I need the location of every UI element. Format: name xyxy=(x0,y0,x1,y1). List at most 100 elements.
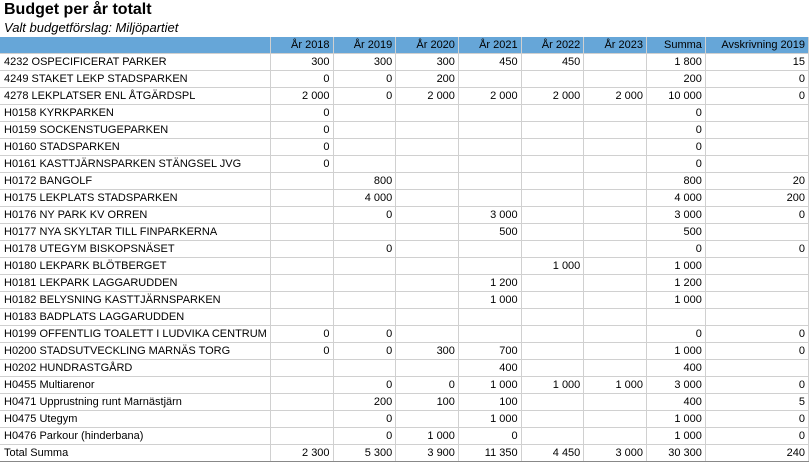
value-cell[interactable] xyxy=(583,240,647,258)
value-cell[interactable]: 700 xyxy=(458,342,522,360)
column-header[interactable]: År 2020 xyxy=(395,37,459,54)
value-cell[interactable] xyxy=(270,189,334,207)
column-header[interactable]: Summa xyxy=(646,37,706,54)
value-cell[interactable]: 0 xyxy=(705,342,809,360)
value-cell[interactable] xyxy=(705,223,809,241)
value-cell[interactable] xyxy=(583,393,647,411)
value-cell[interactable]: 200 xyxy=(646,70,706,88)
value-cell[interactable]: 0 xyxy=(705,240,809,258)
value-cell[interactable]: 200 xyxy=(395,70,459,88)
value-cell[interactable] xyxy=(395,138,459,156)
value-cell[interactable] xyxy=(270,427,334,445)
value-cell[interactable] xyxy=(395,325,459,343)
row-label-cell[interactable]: H0200 STADSUTVECKLING MARNÄS TORG xyxy=(0,342,271,360)
value-cell[interactable]: 400 xyxy=(646,393,706,411)
value-cell[interactable] xyxy=(270,257,334,275)
value-cell[interactable] xyxy=(333,138,397,156)
value-cell[interactable] xyxy=(458,308,522,326)
value-cell[interactable]: 0 xyxy=(705,410,809,428)
value-cell[interactable] xyxy=(458,189,522,207)
value-cell[interactable] xyxy=(521,172,585,190)
value-cell[interactable] xyxy=(395,121,459,139)
value-cell[interactable] xyxy=(333,121,397,139)
value-cell[interactable]: 5 xyxy=(705,393,809,411)
value-cell[interactable] xyxy=(521,325,585,343)
value-cell[interactable] xyxy=(583,257,647,275)
column-header[interactable]: År 2022 xyxy=(521,37,585,54)
value-cell[interactable] xyxy=(333,291,397,309)
value-cell[interactable] xyxy=(705,138,809,156)
value-cell[interactable] xyxy=(521,189,585,207)
value-cell[interactable] xyxy=(395,104,459,122)
value-cell[interactable] xyxy=(521,359,585,377)
value-cell[interactable] xyxy=(583,342,647,360)
value-cell[interactable]: 1 000 xyxy=(646,410,706,428)
value-cell[interactable]: 5 300 xyxy=(333,444,397,462)
value-cell[interactable] xyxy=(395,308,459,326)
value-cell[interactable]: 0 xyxy=(646,138,706,156)
value-cell[interactable]: 1 000 xyxy=(646,257,706,275)
value-cell[interactable] xyxy=(583,206,647,224)
value-cell[interactable]: 100 xyxy=(395,393,459,411)
value-cell[interactable]: 1 000 xyxy=(458,410,522,428)
value-cell[interactable]: 0 xyxy=(705,206,809,224)
value-cell[interactable] xyxy=(521,155,585,173)
value-cell[interactable] xyxy=(395,172,459,190)
value-cell[interactable]: 0 xyxy=(333,240,397,258)
value-cell[interactable]: 450 xyxy=(458,53,522,71)
row-label-cell[interactable]: 4249 STAKET LEKP STADSPARKEN xyxy=(0,70,271,88)
row-label-cell[interactable]: H0176 NY PARK KV ORREN xyxy=(0,206,271,224)
value-cell[interactable] xyxy=(270,274,334,292)
value-cell[interactable] xyxy=(646,308,706,326)
value-cell[interactable] xyxy=(705,257,809,275)
value-cell[interactable]: 0 xyxy=(646,121,706,139)
value-cell[interactable] xyxy=(270,172,334,190)
value-cell[interactable] xyxy=(521,206,585,224)
value-cell[interactable]: 0 xyxy=(395,376,459,394)
value-cell[interactable]: 450 xyxy=(521,53,585,71)
value-cell[interactable]: 3 000 xyxy=(646,206,706,224)
value-cell[interactable]: 1 000 xyxy=(583,376,647,394)
value-cell[interactable] xyxy=(521,291,585,309)
value-cell[interactable] xyxy=(583,189,647,207)
value-cell[interactable]: 2 000 xyxy=(395,87,459,105)
row-label-cell[interactable]: H0159 SOCKENSTUGEPARKEN xyxy=(0,121,271,139)
value-cell[interactable] xyxy=(583,121,647,139)
value-cell[interactable]: 0 xyxy=(333,376,397,394)
value-cell[interactable]: 15 xyxy=(705,53,809,71)
value-cell[interactable] xyxy=(395,155,459,173)
value-cell[interactable] xyxy=(705,104,809,122)
value-cell[interactable]: 0 xyxy=(705,70,809,88)
value-cell[interactable] xyxy=(458,138,522,156)
value-cell[interactable] xyxy=(521,104,585,122)
value-cell[interactable] xyxy=(583,104,647,122)
value-cell[interactable]: 1 200 xyxy=(458,274,522,292)
value-cell[interactable]: 0 xyxy=(705,325,809,343)
value-cell[interactable] xyxy=(521,393,585,411)
value-cell[interactable]: 4 000 xyxy=(646,189,706,207)
value-cell[interactable] xyxy=(458,104,522,122)
value-cell[interactable]: 4 000 xyxy=(333,189,397,207)
column-header-name[interactable] xyxy=(0,37,271,54)
value-cell[interactable]: 0 xyxy=(458,427,522,445)
value-cell[interactable] xyxy=(521,427,585,445)
value-cell[interactable]: 0 xyxy=(333,70,397,88)
value-cell[interactable]: 1 200 xyxy=(646,274,706,292)
column-header[interactable]: År 2019 xyxy=(333,37,397,54)
value-cell[interactable] xyxy=(333,104,397,122)
value-cell[interactable] xyxy=(521,121,585,139)
value-cell[interactable] xyxy=(333,359,397,377)
value-cell[interactable] xyxy=(458,121,522,139)
row-label-cell[interactable]: H0177 NYA SKYLTAR TILL FINPARKERNA xyxy=(0,223,271,241)
value-cell[interactable]: 1 000 xyxy=(458,376,522,394)
row-label-cell[interactable]: H0178 UTEGYM BISKOPSNÄSET xyxy=(0,240,271,258)
value-cell[interactable]: 30 300 xyxy=(646,444,706,462)
row-label-cell[interactable]: H0202 HUNDRASTGÅRD xyxy=(0,359,271,377)
value-cell[interactable]: 0 xyxy=(270,70,334,88)
value-cell[interactable] xyxy=(270,223,334,241)
value-cell[interactable] xyxy=(583,223,647,241)
value-cell[interactable]: 240 xyxy=(705,444,809,462)
value-cell[interactable]: 0 xyxy=(705,376,809,394)
value-cell[interactable] xyxy=(270,206,334,224)
value-cell[interactable] xyxy=(583,359,647,377)
